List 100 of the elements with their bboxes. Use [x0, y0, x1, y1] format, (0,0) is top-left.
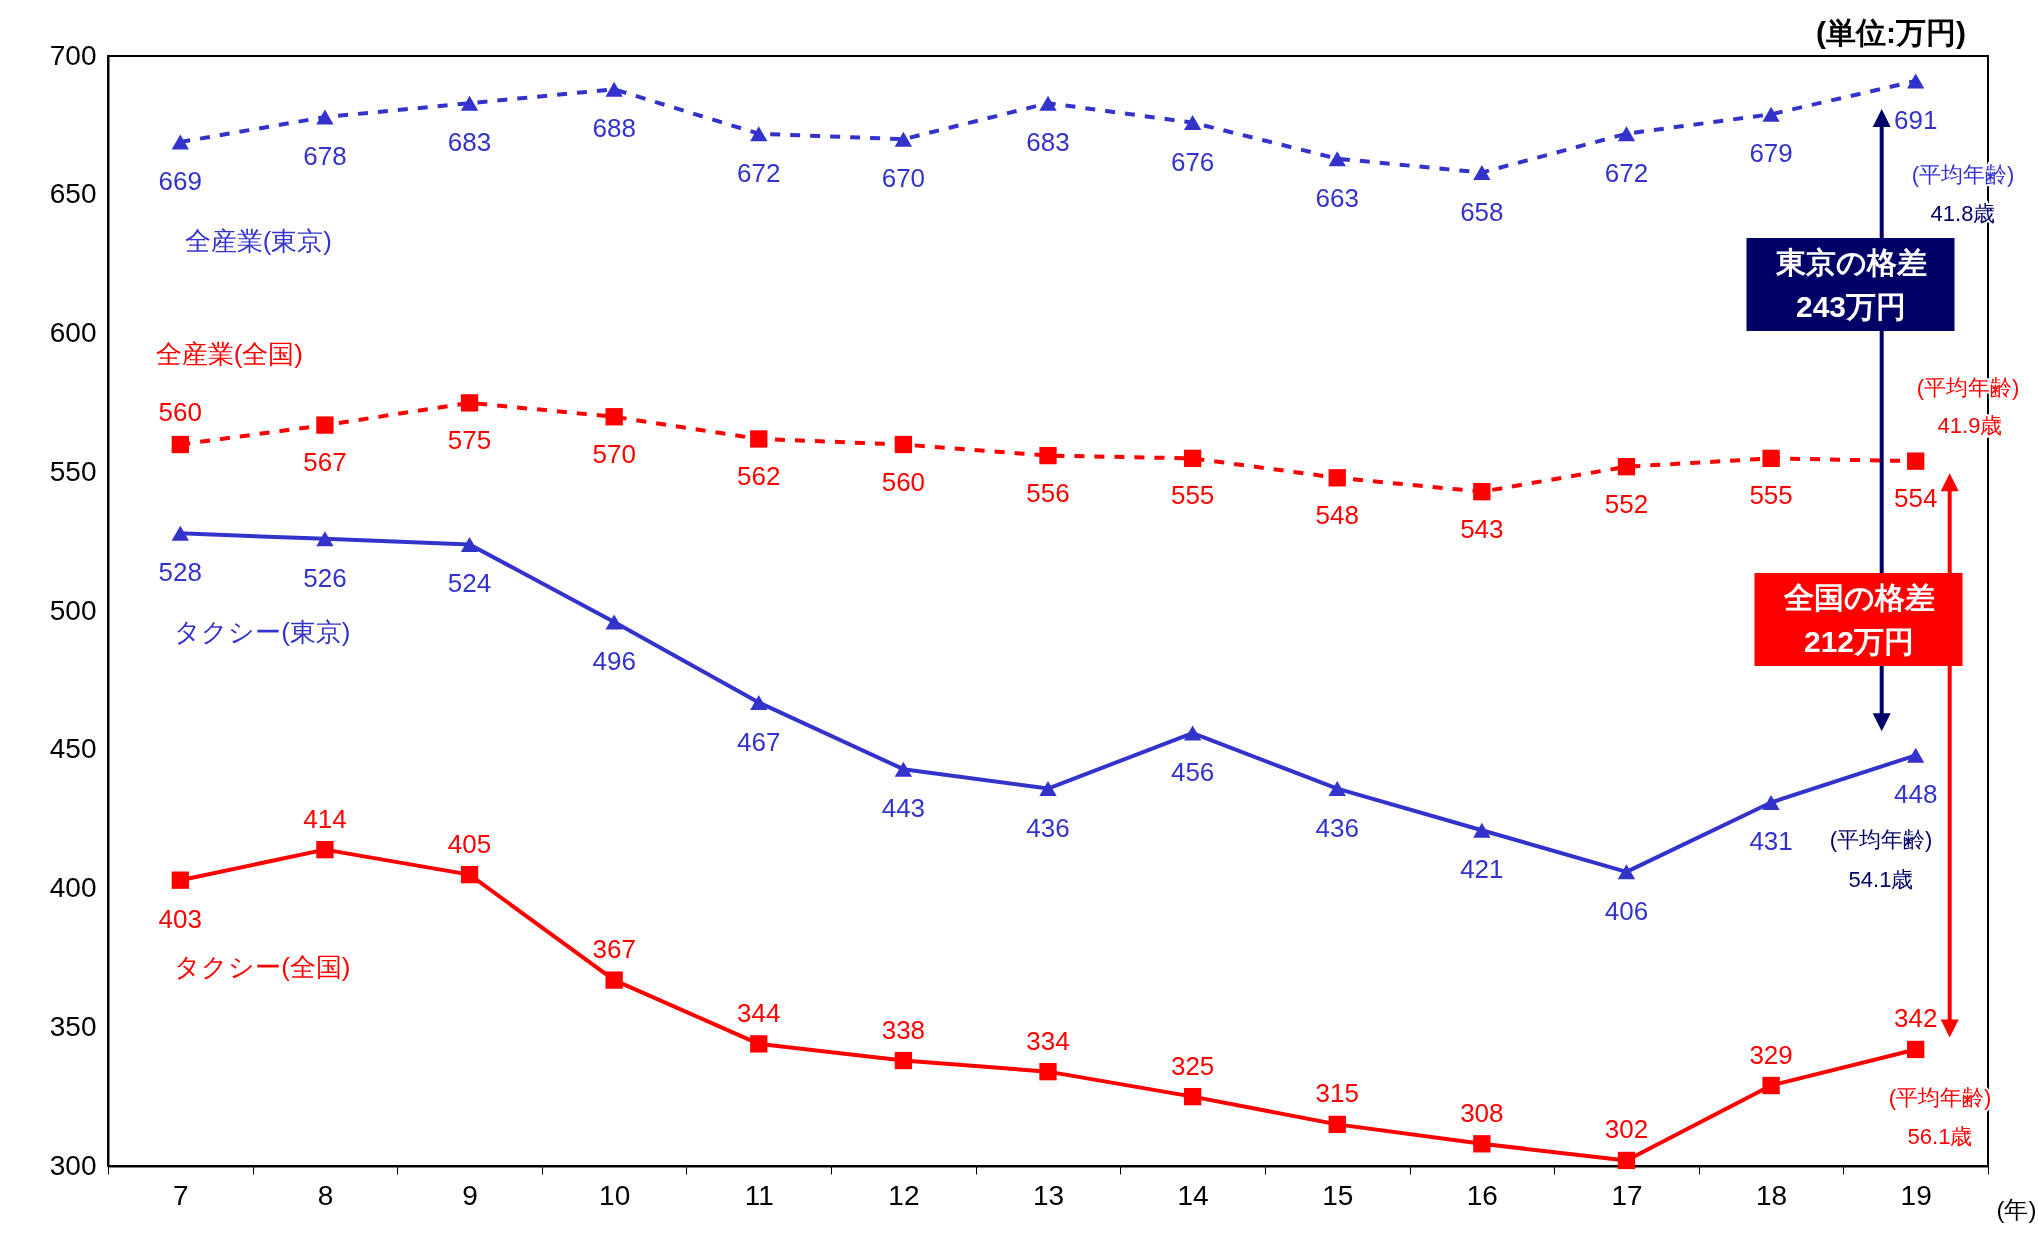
data-label: 308: [1460, 1097, 1504, 1128]
data-label: 524: [447, 568, 492, 599]
point: [460, 865, 479, 884]
data-label: 448: [1894, 779, 1938, 810]
point: [605, 408, 623, 426]
point: [1039, 446, 1057, 465]
point: [1907, 73, 1925, 89]
data-label: 570: [592, 438, 636, 469]
point: [750, 695, 768, 711]
point: [1907, 747, 1925, 763]
data-label: 575: [447, 424, 492, 455]
point: [894, 131, 913, 147]
x-tick-label: 17: [1611, 1179, 1643, 1211]
point: [1762, 106, 1780, 122]
data-label: 555: [1749, 480, 1793, 511]
data-label: 683: [1026, 127, 1070, 158]
data-label: 669: [158, 166, 202, 197]
annotation: 54.1歳: [1848, 867, 1914, 892]
point: [605, 614, 623, 630]
data-label: 560: [881, 466, 926, 497]
data-label: 421: [1460, 854, 1504, 885]
data-label: 691: [1894, 104, 1938, 135]
y-tick-label: 300: [49, 1149, 97, 1181]
point: [1183, 725, 1202, 741]
data-label: 325: [1170, 1050, 1215, 1081]
annotation: 56.1歳: [1907, 1124, 1973, 1149]
point: [1907, 1040, 1925, 1059]
y-tick-label: 550: [49, 455, 97, 487]
point: [1039, 95, 1057, 111]
point: [1183, 115, 1202, 131]
data-label: 567: [303, 447, 347, 478]
data-label: 431: [1749, 826, 1793, 857]
x-tick-label: 15: [1322, 1179, 1354, 1211]
data-label: 367: [592, 934, 636, 965]
point: [1328, 151, 1346, 167]
x-axis-title: (年): [1996, 1195, 2037, 1223]
point: [894, 761, 913, 777]
x-tick-label: 12: [888, 1179, 920, 1211]
data-label: 436: [1026, 812, 1070, 843]
x-tick-label: 18: [1756, 1179, 1788, 1211]
point: [460, 95, 479, 111]
text: タクシー(東京): [174, 617, 351, 648]
point: [171, 435, 189, 454]
point: [1328, 1115, 1346, 1134]
y-tick-label: 650: [49, 178, 97, 210]
data-label: 405: [447, 828, 492, 859]
y-tick-label: 500: [49, 594, 97, 626]
point: [1473, 822, 1491, 838]
point: [750, 126, 768, 142]
point: [1039, 1062, 1057, 1081]
point: [316, 840, 334, 859]
annotation: 東京の格差: [1774, 246, 1927, 279]
point: [1328, 781, 1346, 797]
data-label: 496: [592, 646, 636, 677]
point: [171, 134, 189, 150]
point: [750, 1035, 768, 1053]
data-label: 403: [158, 904, 202, 935]
point: [316, 531, 334, 547]
x-tick-label: 14: [1177, 1179, 1209, 1211]
point: [1617, 864, 1636, 880]
point: [1473, 1135, 1491, 1153]
point: [1183, 449, 1202, 468]
data-label: 556: [1026, 477, 1070, 508]
data-label: 548: [1315, 499, 1359, 530]
x-tick-label: 10: [599, 1179, 631, 1211]
series-label: 全産業(全国): [155, 338, 303, 369]
x-tick-label: 8: [317, 1179, 334, 1211]
point: [1617, 126, 1636, 142]
data-label: 526: [303, 562, 347, 593]
point: [605, 81, 623, 97]
data-label: 338: [881, 1014, 926, 1045]
data-label: 329: [1749, 1039, 1793, 1070]
data-label: 658: [1460, 196, 1504, 227]
data-label: 663: [1315, 182, 1359, 213]
data-label: 678: [303, 141, 347, 172]
point: [750, 430, 768, 448]
point: [171, 871, 189, 889]
point: [1473, 165, 1491, 181]
point: [460, 536, 479, 552]
data-label: 560: [158, 396, 202, 427]
point: [894, 1051, 913, 1070]
data-label: 672: [1604, 157, 1649, 188]
point: [1039, 781, 1057, 797]
x-tick-label: 11: [744, 1179, 774, 1211]
point: [1183, 1087, 1202, 1106]
point: [316, 416, 334, 434]
text: タクシー(全国): [174, 952, 351, 983]
data-label: 456: [1170, 757, 1215, 788]
x-tick-label: 16: [1466, 1179, 1498, 1211]
y-tick-label: 350: [49, 1010, 97, 1042]
data-label: 555: [1170, 480, 1215, 511]
data-label: 344: [737, 997, 781, 1028]
data-label: 679: [1749, 138, 1793, 169]
data-label: 443: [881, 793, 926, 824]
x-tick-label: 13: [1032, 1179, 1065, 1211]
y-tick-label: 600: [49, 317, 97, 348]
data-label: 683: [447, 127, 492, 158]
annotation: 243万円: [1795, 290, 1907, 323]
data-label: 342: [1894, 1003, 1938, 1034]
data-label: 552: [1604, 488, 1649, 519]
